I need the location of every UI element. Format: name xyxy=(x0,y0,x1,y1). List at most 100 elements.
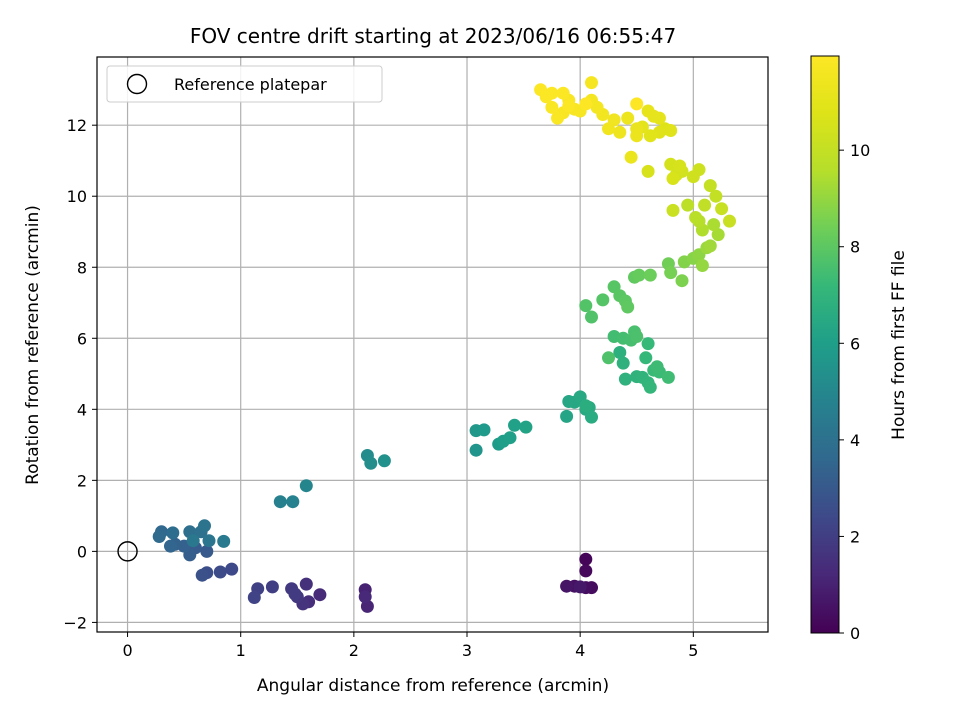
data-point xyxy=(723,214,736,228)
data-point xyxy=(469,443,483,457)
data-point xyxy=(650,360,664,374)
data-point xyxy=(666,203,680,217)
data-point xyxy=(641,337,655,351)
data-point xyxy=(585,310,598,324)
y-tick-label: 10 xyxy=(67,187,87,206)
data-point xyxy=(247,591,261,604)
data-point xyxy=(613,125,627,139)
colorbar-ticks: 0 2 4 6 8 10 xyxy=(839,141,870,643)
data-point xyxy=(195,568,209,582)
x-tick-label: 1 xyxy=(236,641,246,660)
data-point xyxy=(602,351,615,365)
data-point xyxy=(200,544,214,558)
data-point xyxy=(695,259,709,272)
data-point xyxy=(630,330,644,343)
data-point xyxy=(299,577,313,591)
plot-frame xyxy=(96,56,769,633)
data-point xyxy=(186,534,200,548)
data-point xyxy=(664,124,678,137)
x-tick-label: 3 xyxy=(462,641,472,660)
data-point xyxy=(560,579,574,593)
colorbar-tick-label: 6 xyxy=(850,334,860,353)
x-tick-label: 5 xyxy=(688,641,698,660)
y-axis-ticks: −2 0 2 4 6 8 10 12 xyxy=(63,116,97,632)
x-axis-label: Angular distance from reference (arcmin) xyxy=(257,676,609,696)
x-tick-label: 0 xyxy=(122,641,132,660)
data-point xyxy=(579,564,593,578)
data-point xyxy=(681,198,695,212)
data-point xyxy=(545,100,559,114)
data-point xyxy=(551,111,564,125)
data-point xyxy=(661,370,675,384)
data-point xyxy=(689,211,703,224)
colorbar-tick-label: 8 xyxy=(850,238,860,257)
data-point xyxy=(698,198,712,212)
y-tick-label: 4 xyxy=(77,400,87,419)
data-point xyxy=(166,526,180,540)
data-point xyxy=(585,76,598,90)
data-point xyxy=(641,164,655,178)
data-point xyxy=(288,587,302,601)
data-point xyxy=(152,530,166,543)
data-point xyxy=(715,202,729,216)
data-point xyxy=(579,552,593,566)
data-point xyxy=(313,588,327,602)
data-point xyxy=(377,454,391,468)
data-point xyxy=(198,519,211,533)
grid-lines xyxy=(97,57,768,632)
data-point xyxy=(299,479,313,493)
data-point xyxy=(562,99,576,113)
data-point xyxy=(265,580,279,594)
data-point xyxy=(217,534,231,548)
y-tick-label: −2 xyxy=(63,613,87,632)
data-point xyxy=(616,356,630,370)
data-point xyxy=(630,129,644,143)
reference-platepar-marker xyxy=(117,541,138,562)
data-point xyxy=(164,539,177,553)
data-points xyxy=(152,76,736,613)
y-tick-label: 2 xyxy=(77,471,87,490)
data-point xyxy=(643,129,657,143)
colorbar-label: Hours from first FF file xyxy=(889,250,909,440)
data-point xyxy=(519,420,533,434)
data-point xyxy=(643,380,657,394)
data-point xyxy=(639,351,653,365)
data-point xyxy=(643,268,657,282)
data-point xyxy=(508,418,521,432)
data-point xyxy=(573,580,587,594)
data-point xyxy=(602,122,615,136)
reference-marker xyxy=(117,541,138,562)
data-point xyxy=(534,83,548,97)
data-point xyxy=(641,104,655,118)
x-tick-label: 2 xyxy=(349,641,359,660)
data-point xyxy=(621,111,635,125)
data-point xyxy=(596,293,610,307)
data-point xyxy=(632,268,646,282)
colorbar xyxy=(810,55,840,634)
data-point xyxy=(202,534,216,548)
y-axis-label: Rotation from reference (arcmin) xyxy=(23,205,43,485)
chart-title: FOV centre drift starting at 2023/06/16 … xyxy=(190,24,676,48)
data-point xyxy=(621,300,635,314)
data-point xyxy=(613,346,627,359)
data-point xyxy=(225,562,239,576)
data-point xyxy=(273,495,287,509)
colorbar-tick-label: 2 xyxy=(850,527,860,546)
data-point xyxy=(686,170,700,184)
data-point xyxy=(286,495,300,509)
legend-marker-icon xyxy=(126,73,148,95)
data-point xyxy=(666,172,680,185)
data-point xyxy=(213,565,227,579)
data-point xyxy=(477,423,491,437)
data-point xyxy=(703,179,717,193)
legend-box xyxy=(106,65,383,103)
colorbar-tick-label: 10 xyxy=(850,141,870,160)
data-point xyxy=(618,372,632,386)
data-point xyxy=(579,399,593,413)
legend-label: Reference platepar xyxy=(174,75,327,94)
legend: Reference platepar xyxy=(106,65,383,103)
colorbar-tick-label: 4 xyxy=(850,431,860,450)
y-tick-label: 0 xyxy=(77,542,87,561)
data-point xyxy=(503,431,517,445)
